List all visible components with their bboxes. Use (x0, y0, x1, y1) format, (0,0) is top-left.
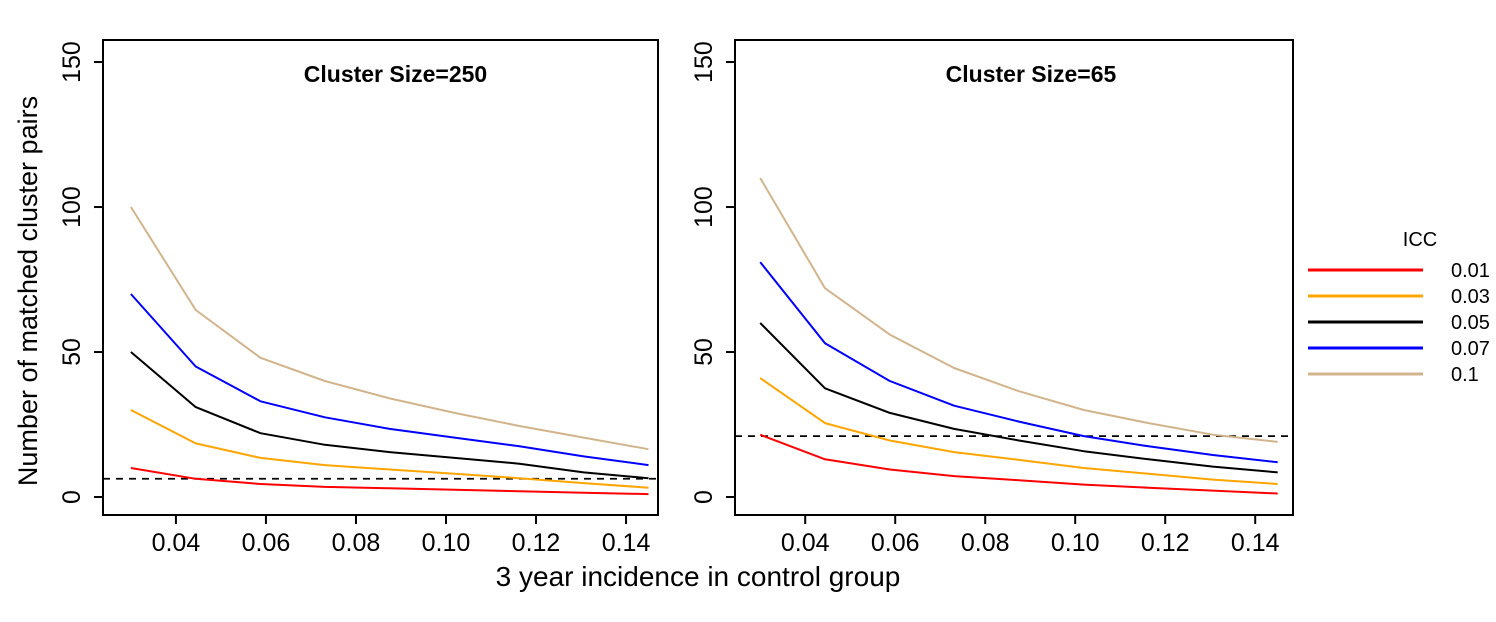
series-line-icc-0.05 (759, 322, 1278, 474)
series-line-icc-0.03 (130, 409, 649, 489)
y-tick-label: 50 (690, 338, 718, 366)
x-tick-label: 0.12 (512, 529, 561, 557)
x-tick-label: 0.14 (602, 529, 651, 557)
panel-title-cluster-size-250: Cluster Size=250 (303, 61, 488, 87)
legend-item-label: 0.07 (1451, 338, 1490, 360)
series-line-icc-0.1 (130, 206, 649, 451)
plot-box (734, 39, 1294, 516)
y-tick-label: 0 (58, 490, 86, 504)
series-line-icc-0.1 (759, 177, 1278, 443)
legend-item-label: 0.1 (1451, 364, 1479, 386)
x-tick-label: 0.10 (1051, 529, 1100, 557)
x-tick-label: 0.08 (332, 529, 381, 557)
series-line-icc-0.01 (759, 433, 1278, 495)
y-tick-label: 0 (690, 490, 718, 504)
x-axis-label: 3 year incidence in control group (495, 561, 901, 592)
y-tick-label: 150 (58, 41, 86, 83)
y-axis-label: Number of matched cluster pairs (13, 95, 43, 487)
x-tick-label: 0.06 (871, 529, 920, 557)
y-tick-label: 50 (58, 338, 86, 366)
x-tick-label: 0.06 (242, 529, 291, 557)
series-line-icc-0.07 (759, 261, 1278, 464)
y-tick-label: 150 (690, 41, 718, 83)
x-tick-label: 0.08 (961, 529, 1010, 557)
panel-title-cluster-size-65: Cluster Size=65 (945, 61, 1117, 87)
legend-item-label: 0.03 (1451, 286, 1490, 308)
legend-item-label: 0.01 (1451, 260, 1490, 282)
x-tick-label: 0.04 (152, 529, 201, 557)
series-line-icc-0.07 (130, 293, 649, 467)
series-line-icc-0.03 (759, 377, 1278, 485)
legend-title: ICC (1402, 229, 1438, 251)
x-tick-label: 0.14 (1231, 529, 1280, 557)
x-tick-label: 0.04 (781, 529, 830, 557)
x-tick-label: 0.10 (422, 529, 471, 557)
series-line-icc-0.05 (130, 351, 649, 480)
y-tick-label: 100 (690, 186, 718, 228)
plot-box (102, 39, 659, 516)
x-tick-label: 0.12 (1141, 529, 1190, 557)
legend-item-label: 0.05 (1451, 312, 1490, 334)
y-tick-label: 100 (58, 186, 86, 228)
series-line-icc-0.01 (130, 467, 649, 496)
